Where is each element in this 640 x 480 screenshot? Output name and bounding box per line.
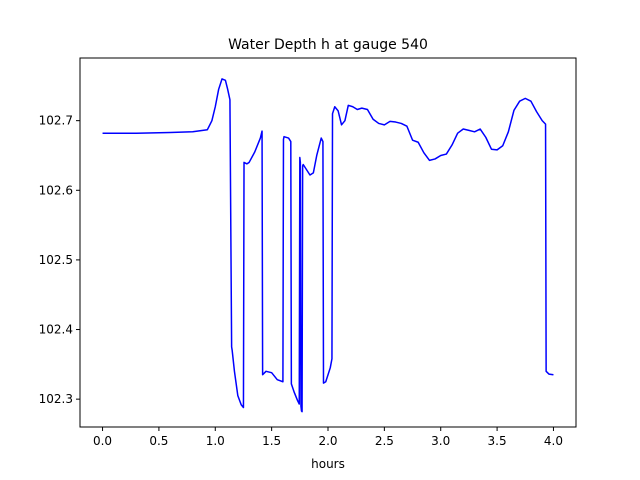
x-tick-label: 1.5 [262,434,281,448]
y-tick-label: 102.6 [39,183,73,197]
plot-area [102,78,554,413]
x-tick-label: 3.5 [488,434,507,448]
x-tick-label: 3.0 [431,434,450,448]
x-tick-label: 0.0 [93,434,112,448]
x-axis-label: hours [311,457,345,471]
y-tick-label: 102.7 [39,114,73,128]
y-tick-label: 102.4 [39,323,73,337]
x-tick-label: 2.0 [318,434,337,448]
y-tick-label: 102.3 [39,392,73,406]
x-tick-label: 1.0 [206,434,225,448]
series-line-0 [102,78,554,413]
plot-frame [79,57,577,428]
x-tick-label: 4.0 [544,434,563,448]
y-axis-ticks: 102.3 102.4 102.5 102.6 102.7 [39,114,80,406]
y-tick-label: 102.5 [39,253,73,267]
x-axis-ticks: 0.0 0.5 1.0 1.5 2.0 2.5 3.0 3.5 4.0 [93,427,563,448]
x-tick-label: 0.5 [149,434,168,448]
chart-title: Water Depth h at gauge 540 [228,37,428,53]
x-tick-label: 2.5 [375,434,394,448]
